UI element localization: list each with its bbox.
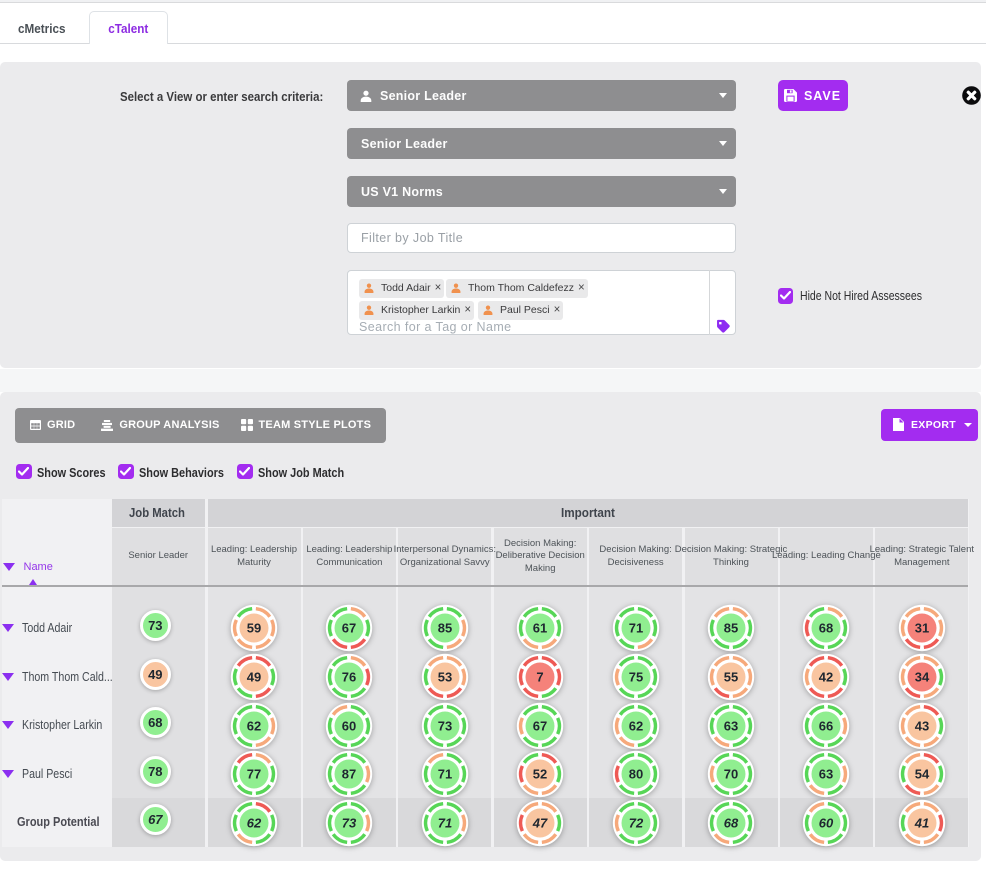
- svg-text:63: 63: [819, 767, 833, 782]
- svg-text:73: 73: [438, 718, 452, 733]
- svg-text:71: 71: [628, 621, 642, 636]
- svg-text:62: 62: [247, 718, 261, 733]
- svg-text:60: 60: [819, 815, 834, 830]
- svg-text:62: 62: [247, 815, 262, 830]
- svg-text:60: 60: [342, 718, 356, 733]
- svg-text:54: 54: [915, 767, 930, 782]
- svg-text:61: 61: [533, 621, 547, 636]
- svg-text:55: 55: [724, 670, 738, 685]
- svg-text:72: 72: [628, 815, 643, 830]
- svg-text:66: 66: [819, 718, 833, 733]
- svg-text:68: 68: [819, 621, 833, 636]
- svg-text:63: 63: [724, 718, 738, 733]
- svg-text:67: 67: [533, 718, 547, 733]
- svg-text:85: 85: [438, 621, 452, 636]
- svg-text:7: 7: [537, 670, 544, 685]
- svg-text:41: 41: [914, 815, 929, 830]
- svg-text:68: 68: [724, 815, 739, 830]
- svg-text:67: 67: [342, 621, 356, 636]
- svg-text:52: 52: [533, 767, 547, 782]
- svg-text:85: 85: [724, 621, 738, 636]
- svg-text:59: 59: [247, 621, 261, 636]
- svg-text:34: 34: [915, 670, 930, 685]
- svg-text:77: 77: [247, 767, 261, 782]
- svg-text:70: 70: [724, 767, 738, 782]
- svg-text:62: 62: [628, 718, 642, 733]
- svg-text:47: 47: [532, 815, 548, 830]
- svg-text:80: 80: [628, 767, 642, 782]
- svg-text:71: 71: [438, 815, 452, 830]
- svg-text:43: 43: [915, 718, 929, 733]
- svg-text:87: 87: [342, 767, 356, 782]
- svg-text:31: 31: [915, 621, 929, 636]
- svg-text:49: 49: [247, 670, 261, 685]
- svg-text:71: 71: [438, 767, 452, 782]
- svg-text:76: 76: [342, 670, 356, 685]
- svg-text:75: 75: [628, 670, 642, 685]
- svg-text:53: 53: [438, 670, 452, 685]
- svg-text:73: 73: [342, 815, 357, 830]
- svg-text:42: 42: [819, 670, 833, 685]
